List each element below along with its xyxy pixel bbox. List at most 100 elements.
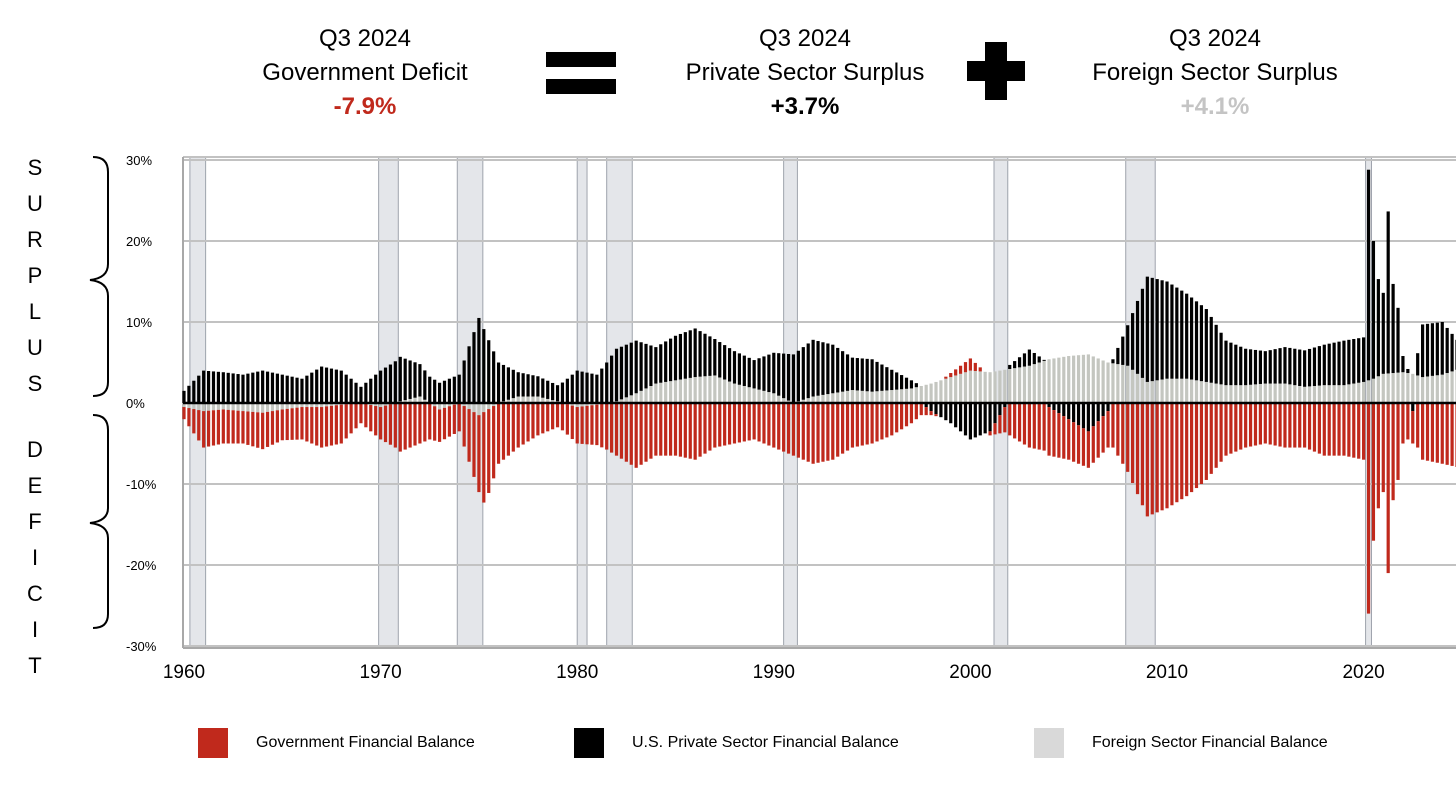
bar-private bbox=[393, 361, 397, 403]
bar-foreign bbox=[511, 398, 515, 403]
bar-private bbox=[211, 371, 216, 403]
bar-private bbox=[1106, 403, 1110, 412]
bar-private bbox=[1332, 342, 1336, 386]
bar-government bbox=[782, 403, 786, 452]
bar-government bbox=[845, 403, 850, 451]
bar-foreign bbox=[1209, 382, 1213, 403]
bar-private bbox=[885, 367, 889, 391]
bar-private bbox=[369, 378, 373, 403]
bar-government bbox=[320, 407, 324, 448]
bar-government bbox=[909, 403, 914, 424]
bar-foreign bbox=[482, 403, 486, 413]
bar-foreign bbox=[1332, 385, 1336, 403]
bar-government bbox=[305, 407, 309, 442]
bar-government bbox=[383, 405, 388, 443]
bar-government bbox=[1111, 403, 1115, 448]
foreign-value: +4.1% bbox=[1180, 93, 1250, 120]
bar-foreign bbox=[1135, 373, 1140, 403]
bar-government bbox=[727, 403, 732, 445]
bar-government bbox=[865, 403, 869, 445]
bar-private bbox=[1160, 280, 1164, 380]
bar-government bbox=[1165, 403, 1169, 509]
bar-private bbox=[1435, 322, 1439, 376]
bar-government bbox=[668, 403, 673, 456]
bar-government bbox=[895, 403, 899, 433]
bar-government bbox=[757, 403, 761, 442]
bar-foreign bbox=[275, 403, 279, 411]
bar-government bbox=[654, 403, 658, 456]
bar-government bbox=[698, 403, 702, 457]
bar-private bbox=[1327, 343, 1331, 386]
bar-government bbox=[796, 403, 800, 458]
bar-government bbox=[649, 403, 653, 459]
bar-government bbox=[1155, 403, 1159, 513]
bar-foreign bbox=[1253, 384, 1258, 403]
bar-private bbox=[954, 403, 958, 428]
bar-government bbox=[541, 403, 545, 434]
bar-government bbox=[988, 431, 992, 436]
bar-foreign bbox=[624, 397, 628, 403]
bar-foreign bbox=[693, 377, 697, 403]
bar-foreign bbox=[270, 403, 275, 412]
bar-government bbox=[944, 376, 948, 379]
bar-private bbox=[270, 372, 275, 403]
bar-foreign bbox=[1101, 360, 1105, 403]
bar-foreign bbox=[1199, 381, 1204, 403]
bar-government bbox=[875, 403, 879, 442]
bar-foreign bbox=[782, 398, 786, 403]
bar-government bbox=[241, 411, 245, 444]
bar-private bbox=[187, 385, 191, 403]
bar-foreign bbox=[1416, 375, 1420, 403]
legend-item-government: Government Financial Balance bbox=[198, 728, 475, 758]
bar-foreign bbox=[1219, 384, 1223, 403]
bar-government bbox=[447, 406, 452, 437]
bar-government bbox=[639, 403, 643, 465]
bar-foreign bbox=[1435, 375, 1439, 403]
bar-private bbox=[1052, 403, 1056, 411]
bar-government bbox=[1145, 403, 1149, 517]
legend-item-private: U.S. Private Sector Financial Balance bbox=[574, 728, 899, 758]
plus-sign-horizontal bbox=[967, 61, 1025, 81]
x-tick-label: 2010 bbox=[1146, 662, 1188, 683]
bar-private bbox=[654, 347, 658, 384]
bar-foreign bbox=[831, 393, 835, 403]
bar-foreign bbox=[1047, 359, 1051, 403]
bar-foreign bbox=[1145, 381, 1149, 403]
bar-foreign bbox=[983, 371, 987, 403]
bar-government bbox=[1091, 426, 1095, 463]
bar-foreign bbox=[408, 398, 412, 403]
bar-government bbox=[742, 403, 746, 442]
bar-government bbox=[1396, 403, 1400, 480]
bar-government bbox=[1342, 403, 1346, 456]
side-letter: S bbox=[27, 155, 43, 180]
bar-government bbox=[246, 411, 250, 445]
bar-government bbox=[211, 410, 216, 446]
bar-government bbox=[1347, 403, 1351, 457]
legend-item-foreign: Foreign Sector Financial Balance bbox=[1034, 728, 1328, 758]
bar-private bbox=[310, 372, 314, 403]
bar-government bbox=[673, 403, 678, 456]
bar-foreign bbox=[1008, 368, 1012, 403]
bar-private bbox=[600, 368, 604, 403]
bar-foreign bbox=[752, 388, 756, 403]
bar-government bbox=[619, 403, 624, 459]
bar-private bbox=[202, 370, 206, 403]
bar-private bbox=[1175, 287, 1179, 379]
x-tick-label: 1980 bbox=[556, 662, 598, 683]
bar-government bbox=[791, 403, 796, 456]
bar-government bbox=[270, 411, 275, 445]
side-letter: F bbox=[28, 509, 42, 534]
bar-government bbox=[1303, 403, 1307, 448]
bar-private bbox=[1268, 350, 1272, 384]
bar-private bbox=[1224, 340, 1228, 386]
bar-private bbox=[1391, 283, 1395, 374]
bar-government bbox=[1037, 403, 1041, 450]
bar-private bbox=[236, 374, 240, 403]
bar-foreign bbox=[231, 403, 235, 411]
bar-government bbox=[1445, 403, 1449, 465]
bar-foreign bbox=[845, 390, 850, 403]
bar-government bbox=[590, 405, 594, 445]
bar-foreign bbox=[664, 381, 668, 403]
legend-swatch-government bbox=[198, 728, 228, 758]
